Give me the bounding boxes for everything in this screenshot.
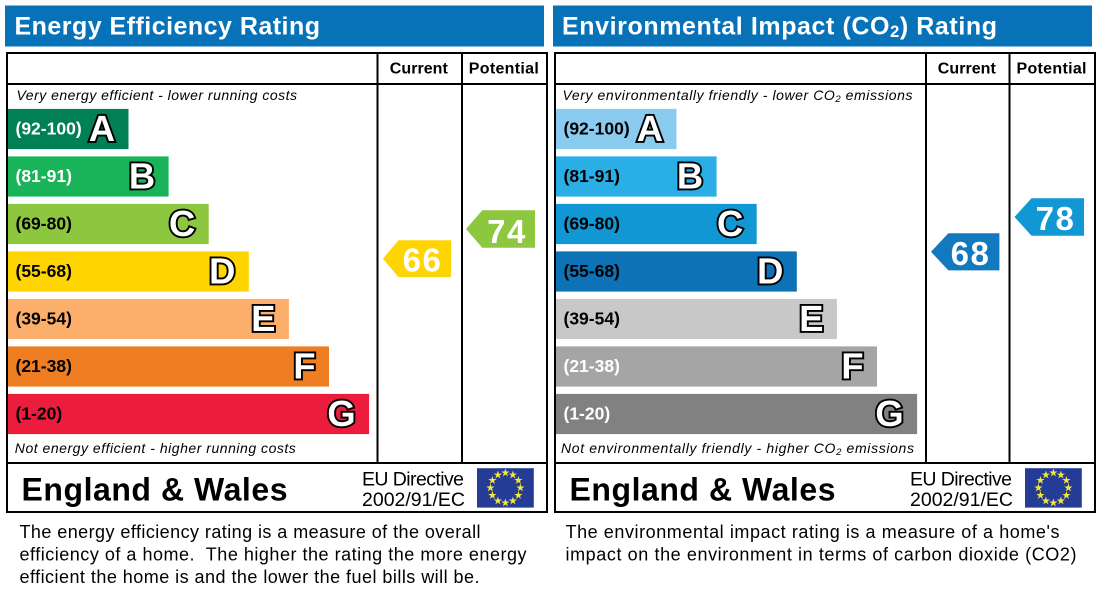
svg-text:2002/91/EC: 2002/91/EC (362, 489, 465, 511)
svg-text:(39-54): (39-54) (564, 308, 620, 328)
svg-text:(81-91): (81-91) (16, 166, 72, 186)
svg-text:efficient the home is and the: efficient the home is and the lower the … (20, 567, 480, 587)
svg-text:Potential: Potential (469, 61, 539, 78)
svg-text:(21-38): (21-38) (16, 356, 72, 376)
svg-text:Very energy efficient - lower: Very energy efficient - lower running co… (17, 87, 298, 103)
svg-text:impact on the environment in t: impact on the environment in terms of ca… (566, 544, 1077, 564)
svg-text:EU Directive: EU Directive (910, 468, 1012, 490)
svg-text:(39-54): (39-54) (16, 308, 72, 328)
svg-text:(55-68): (55-68) (564, 261, 620, 281)
svg-text:England & Wales: England & Wales (22, 471, 288, 507)
svg-text:(92-100): (92-100) (16, 118, 82, 138)
svg-text:Not energy efficient - higher: Not energy efficient - higher running co… (15, 440, 296, 456)
svg-text:The energy efficiency rating i: The energy efficiency rating is a measur… (20, 522, 481, 542)
svg-text:66: 66 (403, 242, 443, 279)
svg-text:Very environmentally friendly: Very environmentally friendly - lower CO… (563, 87, 913, 105)
svg-text:2002/91/EC: 2002/91/EC (910, 489, 1013, 511)
svg-text:Energy Efficiency Rating: Energy Efficiency Rating (15, 13, 321, 41)
svg-text:(1-20): (1-20) (564, 403, 611, 423)
svg-text:Environmental Impact (CO2) Rat: Environmental Impact (CO2) Rating (562, 13, 997, 42)
svg-text:Potential: Potential (1017, 61, 1087, 78)
svg-text:(69-80): (69-80) (16, 213, 72, 233)
svg-text:EU Directive: EU Directive (362, 468, 464, 490)
svg-text:74: 74 (487, 213, 527, 250)
svg-text:England & Wales: England & Wales (570, 471, 836, 507)
svg-text:(1-20): (1-20) (16, 403, 63, 423)
svg-text:Current: Current (938, 61, 997, 78)
svg-text:78: 78 (1036, 200, 1076, 237)
svg-text:efficiency of a home. The hig: efficiency of a home. The higher the rat… (20, 544, 527, 564)
svg-text:(92-100): (92-100) (564, 118, 630, 138)
svg-text:Current: Current (390, 61, 449, 78)
svg-text:(21-38): (21-38) (564, 356, 620, 376)
svg-text:(81-91): (81-91) (564, 166, 620, 186)
svg-text:The environmental impact ratin: The environmental impact rating is a mea… (566, 522, 1060, 542)
svg-text:(69-80): (69-80) (564, 213, 620, 233)
svg-text:68: 68 (951, 235, 991, 272)
svg-text:Not environmentally friendly -: Not environmentally friendly - higher CO… (561, 440, 914, 458)
svg-text:(55-68): (55-68) (16, 261, 72, 281)
